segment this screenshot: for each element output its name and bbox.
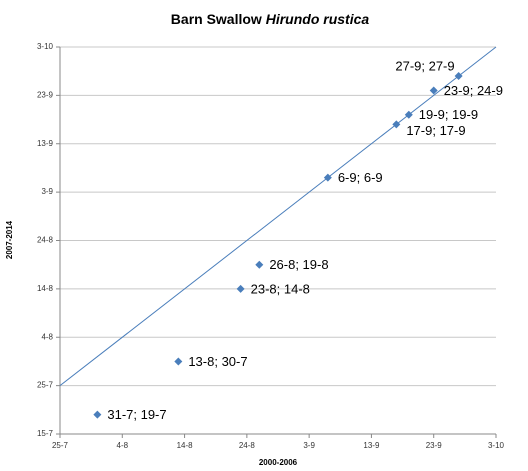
data-label: 17-9; 17-9 [406,123,465,138]
x-axis-label: 2000-2006 [259,458,298,467]
y-tick-label: 24-8 [37,236,54,245]
y-tick-label: 23-9 [37,90,54,99]
x-tick-label: 4-8 [117,441,129,450]
point [323,173,332,182]
y-tick-label: 14-8 [37,284,54,293]
point [392,120,401,129]
data-label: 27-9; 27-9 [395,58,454,73]
y-axis-label: 2007-2014 [5,220,14,259]
point [454,72,463,81]
y-tick-label: 3-10 [37,42,54,51]
x-tick-label: 23-9 [426,441,443,450]
x-tick-label: 3-10 [488,441,505,450]
x-tick-label: 25-7 [52,441,69,450]
title-text: Barn Swallow [171,11,262,27]
data-label: 6-9; 6-9 [338,170,383,185]
x-tick-label: 24-8 [239,441,256,450]
chart-title: Barn Swallow Hirundo rustica [171,11,370,27]
title-species: Hirundo rustica [266,11,370,27]
point [255,260,264,269]
y-tick-label: 4-8 [41,332,53,341]
reference-line [59,46,497,387]
data-label: 19-9; 19-9 [419,107,478,122]
y-tick-label: 13-9 [37,139,54,148]
point [93,410,102,419]
data-label: 23-8; 14-8 [251,281,310,296]
data-label: 31-7; 19-7 [107,407,166,422]
y-tick-label: 15-7 [37,429,54,438]
data-label: 23-9; 24-9 [444,83,503,98]
y-tick-label: 3-9 [41,187,53,196]
point [174,357,183,366]
y-tick-label: 25-7 [37,381,54,390]
data-label: 26-8; 19-8 [269,257,328,272]
x-tick-label: 3-9 [303,441,315,450]
x-tick-label: 13-9 [363,441,380,450]
data-label: 13-8; 30-7 [188,354,247,369]
point [429,86,438,95]
point [236,284,245,293]
x-tick-label: 14-8 [177,441,194,450]
point [404,110,413,119]
